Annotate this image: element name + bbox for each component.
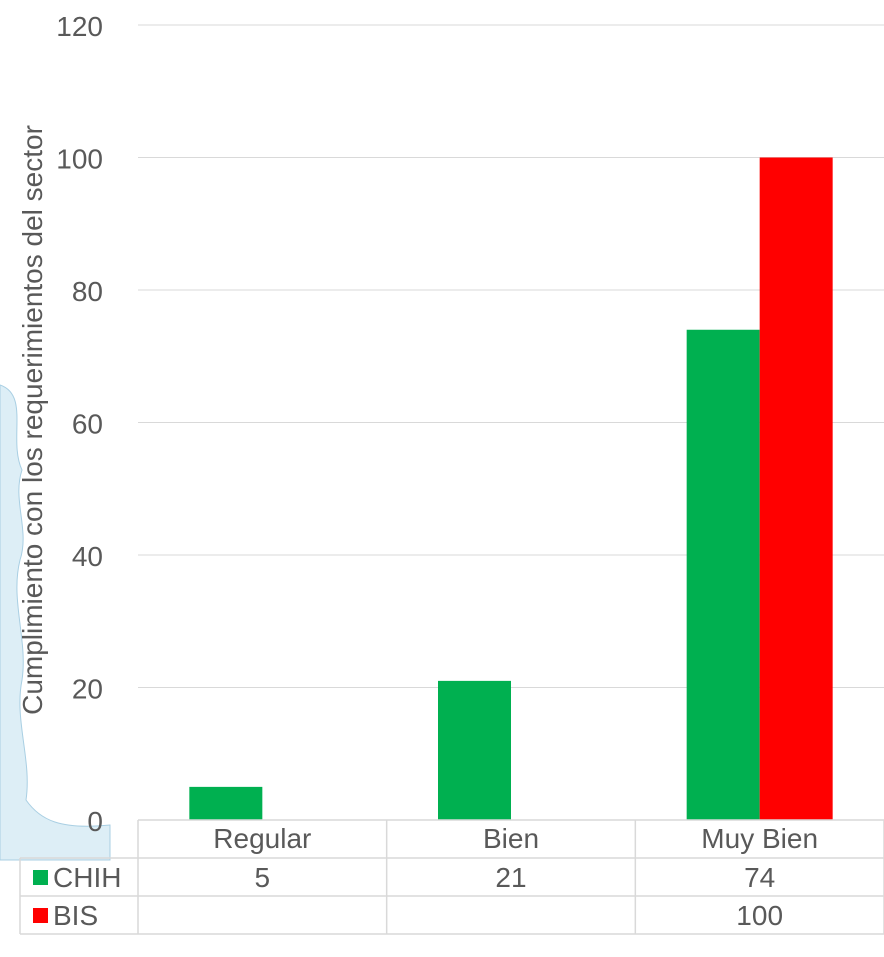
y-tick-label-80: 80 xyxy=(72,276,103,307)
y-tick-label-20: 20 xyxy=(72,674,103,705)
category-label-muy-bien: Muy Bien xyxy=(701,823,818,854)
table-cell-chih-bien: 21 xyxy=(495,862,526,893)
legend-label-chih: CHIH xyxy=(53,862,121,893)
y-tick-label-60: 60 xyxy=(72,409,103,440)
table-cell-chih-regular: 5 xyxy=(255,862,271,893)
table-cell-bis-muy-bien: 100 xyxy=(736,900,783,931)
legend-key-bis xyxy=(33,908,48,923)
bar-chih-muy-bien xyxy=(686,329,760,820)
y-tick-label-0: 0 xyxy=(87,806,103,837)
legend-key-chih xyxy=(33,870,48,885)
y-axis-title: Cumplimiento con los requerimientos del … xyxy=(17,125,48,715)
bar-bis-muy-bien xyxy=(759,157,833,820)
y-tick-label-40: 40 xyxy=(72,541,103,572)
category-label-regular: Regular xyxy=(213,823,311,854)
bar-chih-bien xyxy=(438,680,511,820)
category-label-bien: Bien xyxy=(483,823,539,854)
y-tick-label-100: 100 xyxy=(56,144,103,175)
bar-chih-regular xyxy=(189,786,263,820)
y-tick-label-120: 120 xyxy=(56,11,103,42)
table-cell-chih-muy-bien: 74 xyxy=(744,862,775,893)
background-shape xyxy=(0,384,111,861)
legend-label-bis: BIS xyxy=(53,900,98,931)
